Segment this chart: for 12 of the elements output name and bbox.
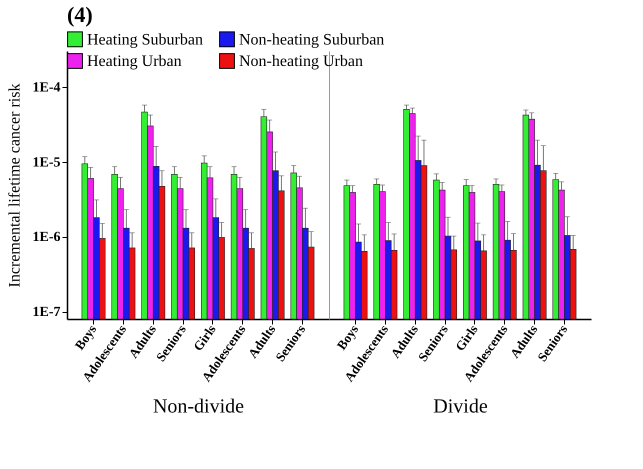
- y-tick-label: 1E-7: [32, 305, 60, 320]
- y-tick-label: 1E-5: [32, 155, 60, 170]
- y-tick-label: 1E-4: [32, 80, 60, 96]
- legend-label: Heating Suburban: [87, 31, 203, 48]
- legend-label: Non-heating Suburban: [239, 31, 384, 48]
- x-axis-title: Divide: [433, 395, 488, 418]
- x-axis-title: Non-divide: [152, 395, 244, 418]
- y-axis-title: Incremental lifetime cancer risk: [6, 84, 24, 288]
- legend-label: Non-heating Urban: [239, 53, 363, 70]
- y-tick-label: 1E-6: [32, 230, 60, 246]
- legend-label: Heating Urban: [87, 53, 182, 70]
- chart-title: (4): [67, 2, 93, 27]
